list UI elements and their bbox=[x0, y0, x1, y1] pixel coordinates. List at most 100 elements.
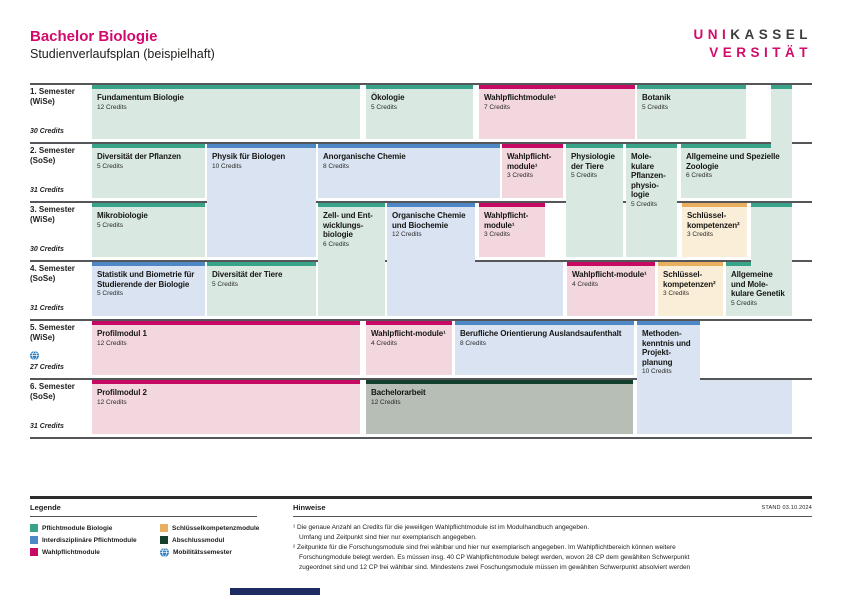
legend-swatch bbox=[160, 536, 168, 544]
module-color-bar bbox=[479, 85, 635, 89]
hinweise-title: Hinweise bbox=[293, 503, 326, 512]
legend-label: Interdisziplinäre Pflichtmodule bbox=[42, 536, 137, 544]
module-color-bar bbox=[92, 262, 205, 266]
module-block: Wahlpflicht-module¹ 3 Credits bbox=[502, 144, 563, 198]
module-title: Zell- und Ent-wicklungs-biologie bbox=[323, 211, 373, 240]
stand-date: STAND 03.10.2024 bbox=[761, 505, 812, 511]
module-title: Mikrobiologie bbox=[97, 211, 148, 220]
legend-label: Abschlussmodul bbox=[172, 536, 225, 544]
legend-item: Wahlpflichtmodule bbox=[30, 548, 100, 556]
module-credits: 10 Credits bbox=[212, 162, 242, 170]
row-divider bbox=[30, 437, 812, 439]
legend-swatch bbox=[160, 524, 168, 532]
module-title: Allgemeine und Mole-kulare Genetik bbox=[731, 270, 785, 299]
row-divider bbox=[30, 378, 812, 380]
module-block: Diversität der Pflanzen 5 Credits bbox=[92, 144, 205, 198]
module-color-bar bbox=[681, 144, 771, 148]
module-block: Physik für Biologen 10 Credits bbox=[207, 144, 316, 257]
legend-label: Wahlpflichtmodule bbox=[42, 548, 100, 556]
module-credits: 5 Credits bbox=[97, 290, 124, 298]
semester-credits: 31 Credits bbox=[30, 305, 64, 312]
footnote-line: ¹ Die genaue Anzahl an Credits für die j… bbox=[293, 524, 590, 531]
semester-term: (SoSe) bbox=[30, 156, 56, 166]
module-credits: 4 Credits bbox=[572, 280, 599, 288]
module-credits: 5 Credits bbox=[731, 299, 758, 307]
module-title: Allgemeine und Spezielle Zoologie bbox=[686, 152, 780, 171]
module-title: Physiologie der Tiere bbox=[571, 152, 615, 171]
row-divider bbox=[30, 83, 812, 85]
module-color-bar bbox=[366, 380, 633, 384]
semester-label: 2. Semester (SoSe) 31 Credits bbox=[30, 146, 90, 200]
semester-label: 5. Semester (WiSe) 27 Credits bbox=[30, 323, 90, 377]
module-title: Wahlpflicht-module¹ bbox=[371, 329, 446, 338]
legend-label: Pflichtmodule Biologie bbox=[42, 524, 113, 532]
module-credits: 8 Credits bbox=[323, 162, 350, 170]
module-title: Mole-kulare Pflanzen-physio-logie bbox=[631, 152, 666, 200]
module-block: Berufliche Orientierung Auslandsaufentha… bbox=[455, 321, 634, 375]
footnote-line: ² Zeitpunkte für die Forschungsmodule si… bbox=[293, 544, 676, 551]
semester-credits: 27 Credits bbox=[30, 364, 64, 371]
module-title: Diversität der Pflanzen bbox=[97, 152, 181, 161]
footer-bar bbox=[230, 588, 320, 595]
module-color-bar bbox=[387, 203, 475, 207]
module-credits: 5 Credits bbox=[642, 103, 669, 111]
legend-item: Interdisziplinäre Pflichtmodule bbox=[30, 536, 137, 544]
legend-item: Schlüsselkompetenzmodule bbox=[160, 524, 259, 532]
module-color-bar bbox=[207, 144, 316, 148]
module-block: Wahlpflichtmodule¹ 7 Credits bbox=[479, 85, 635, 139]
module-block: Profilmodul 2 12 Credits bbox=[92, 380, 360, 434]
module-title: Ökologie bbox=[371, 93, 405, 102]
module-block: Anorganische Chemie 8 Credits bbox=[318, 144, 500, 198]
module-color-bar bbox=[751, 203, 792, 207]
semester-name: 3. Semester bbox=[30, 205, 75, 214]
module-block: Profilmodul 1 12 Credits bbox=[92, 321, 360, 375]
semester-term: (WiSe) bbox=[30, 97, 55, 107]
semester-credits: 31 Credits bbox=[30, 187, 64, 194]
semester-term: (WiSe) bbox=[30, 215, 55, 225]
legend-swatch bbox=[30, 524, 38, 532]
module-credits: 7 Credits bbox=[484, 103, 511, 111]
module-color-bar bbox=[626, 144, 677, 148]
module-color-bar bbox=[637, 85, 746, 89]
module-color-bar bbox=[658, 262, 723, 266]
module-credits: 3 Credits bbox=[507, 172, 534, 180]
module-credits: 12 Credits bbox=[97, 398, 127, 406]
semester-credits: 30 Credits bbox=[30, 128, 64, 135]
legend-swatch bbox=[30, 536, 38, 544]
module-credits: 5 Credits bbox=[97, 221, 124, 229]
module-title: Fundamentum Biologie bbox=[97, 93, 184, 102]
module-color-bar bbox=[726, 262, 751, 266]
module-block: Mole-kulare Pflanzen-physio-logie 5 Credi… bbox=[626, 144, 677, 257]
module-title: Schlüssel-kompetenzen² bbox=[687, 211, 740, 230]
semester-name: 5. Semester bbox=[30, 323, 75, 332]
legend-item: Abschlussmodul bbox=[160, 536, 224, 544]
row-divider bbox=[30, 319, 812, 321]
module-block: Ökologie 5 Credits bbox=[366, 85, 473, 139]
module-color-bar bbox=[567, 262, 655, 266]
module-title: Wahlpflicht-module¹ bbox=[572, 270, 647, 279]
module-block: Allgemeine und Spezielle Zoologie 6 Credi… bbox=[681, 144, 792, 198]
module-credits: 5 Credits bbox=[631, 200, 658, 208]
semester-credits: 30 Credits bbox=[30, 246, 64, 253]
module-credits: 5 Credits bbox=[97, 162, 124, 170]
module-credits: 6 Credits bbox=[323, 240, 350, 248]
module-color-bar bbox=[771, 85, 792, 89]
module-color-bar bbox=[366, 85, 473, 89]
module-color-bar bbox=[366, 321, 452, 325]
semester-name: 1. Semester bbox=[30, 87, 75, 96]
module-block: Bachelorarbeit 12 Credits bbox=[366, 380, 633, 434]
module-credits: 3 Credits bbox=[484, 231, 511, 239]
module-title: Wahlpflicht-module¹ bbox=[484, 211, 529, 230]
module-title: Schlüssel-kompetenzen² bbox=[663, 270, 716, 289]
semester-credits: 31 Credits bbox=[30, 423, 64, 430]
semester-name: 4. Semester bbox=[30, 264, 75, 273]
module-title: Physik für Biologen bbox=[212, 152, 286, 161]
module-title: Botanik bbox=[642, 93, 671, 102]
semester-term: (SoSe) bbox=[30, 392, 56, 402]
page-title: Bachelor Biologie bbox=[30, 28, 158, 45]
module-title: Methoden-kenntnis und Projekt-planung bbox=[642, 329, 691, 367]
module-title: Profilmodul 2 bbox=[97, 388, 147, 397]
module-color-bar bbox=[455, 321, 634, 325]
module-title: Diversität der Tiere bbox=[212, 270, 283, 279]
